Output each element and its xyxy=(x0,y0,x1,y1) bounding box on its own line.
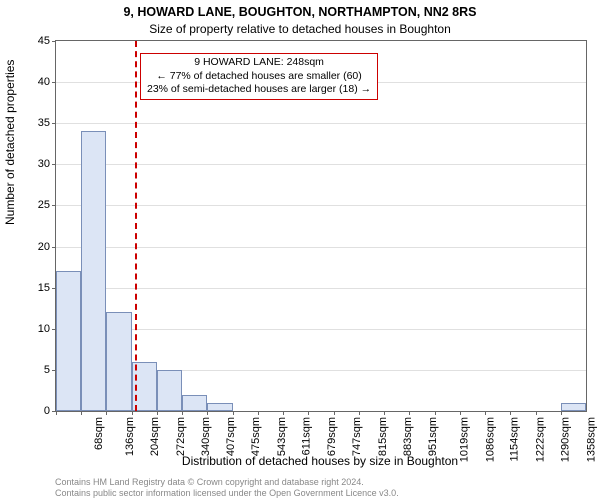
histogram-bar xyxy=(157,370,182,411)
x-tick-mark xyxy=(435,411,436,415)
x-tick-label: 475sqm xyxy=(251,417,263,456)
callout-line-2: ← 77% of detached houses are smaller (60… xyxy=(147,70,371,84)
x-tick-mark xyxy=(536,411,537,415)
x-tick-mark xyxy=(106,411,107,415)
y-tick-label: 5 xyxy=(44,364,50,376)
chart-title: 9, HOWARD LANE, BOUGHTON, NORTHAMPTON, N… xyxy=(0,5,600,19)
x-tick-label: 611sqm xyxy=(300,417,312,455)
y-tick-label: 15 xyxy=(38,282,50,294)
x-tick-label: 1358sqm xyxy=(585,417,597,462)
histogram-bar xyxy=(106,312,131,411)
y-tick-label: 20 xyxy=(38,241,50,253)
y-tick-label: 35 xyxy=(38,117,50,129)
x-tick-mark xyxy=(157,411,158,415)
histogram-bar xyxy=(81,131,106,411)
y-tick-mark xyxy=(52,164,56,165)
y-tick-label: 0 xyxy=(44,405,50,417)
footer-line-2: Contains public sector information licen… xyxy=(55,488,399,499)
x-tick-label: 407sqm xyxy=(225,417,237,456)
histogram-bar xyxy=(182,395,207,411)
x-tick-mark xyxy=(81,411,82,415)
footer-attribution: Contains HM Land Registry data © Crown c… xyxy=(55,477,399,500)
x-tick-mark xyxy=(460,411,461,415)
x-tick-label: 883sqm xyxy=(402,417,414,456)
y-axis-label: Number of detached properties xyxy=(3,60,17,225)
histogram-bar xyxy=(207,403,232,411)
x-tick-mark xyxy=(561,411,562,415)
x-tick-mark xyxy=(283,411,284,415)
y-tick-mark xyxy=(52,205,56,206)
marker-callout: 9 HOWARD LANE: 248sqm ← 77% of detached … xyxy=(140,53,378,100)
x-tick-mark xyxy=(258,411,259,415)
x-tick-label: 68sqm xyxy=(93,417,105,450)
y-tick-label: 30 xyxy=(38,158,50,170)
x-tick-mark xyxy=(308,411,309,415)
x-tick-label: 951sqm xyxy=(427,417,439,456)
y-tick-label: 40 xyxy=(38,76,50,88)
y-tick-mark xyxy=(52,123,56,124)
y-tick-mark xyxy=(52,82,56,83)
x-tick-mark xyxy=(510,411,511,415)
y-tick-mark xyxy=(52,41,56,42)
x-tick-label: 543sqm xyxy=(276,417,288,456)
chart-container: 9, HOWARD LANE, BOUGHTON, NORTHAMPTON, N… xyxy=(0,0,600,500)
x-tick-label: 136sqm xyxy=(124,417,136,456)
x-tick-mark xyxy=(233,411,234,415)
x-tick-label: 679sqm xyxy=(326,417,338,456)
x-tick-mark xyxy=(359,411,360,415)
callout-line-3: 23% of semi-detached houses are larger (… xyxy=(147,83,371,97)
chart-subtitle: Size of property relative to detached ho… xyxy=(0,22,600,36)
x-tick-mark xyxy=(182,411,183,415)
x-tick-mark xyxy=(207,411,208,415)
y-tick-mark xyxy=(52,247,56,248)
x-tick-mark xyxy=(409,411,410,415)
callout-line-1: 9 HOWARD LANE: 248sqm xyxy=(147,56,371,70)
x-tick-mark xyxy=(384,411,385,415)
y-tick-label: 25 xyxy=(38,199,50,211)
y-tick-label: 45 xyxy=(38,35,50,47)
x-tick-label: 204sqm xyxy=(150,417,162,456)
x-tick-mark xyxy=(334,411,335,415)
histogram-bar xyxy=(56,271,81,411)
x-tick-mark xyxy=(132,411,133,415)
x-tick-mark xyxy=(56,411,57,415)
histogram-bar xyxy=(561,403,586,411)
y-tick-label: 10 xyxy=(38,323,50,335)
property-marker-line xyxy=(135,41,137,411)
footer-line-1: Contains HM Land Registry data © Crown c… xyxy=(55,477,399,488)
x-tick-label: 815sqm xyxy=(377,417,389,456)
x-tick-label: 272sqm xyxy=(175,417,187,456)
x-axis-label: Distribution of detached houses by size … xyxy=(55,454,585,468)
x-tick-label: 340sqm xyxy=(200,417,212,456)
x-tick-mark xyxy=(485,411,486,415)
x-tick-label: 747sqm xyxy=(352,417,364,456)
